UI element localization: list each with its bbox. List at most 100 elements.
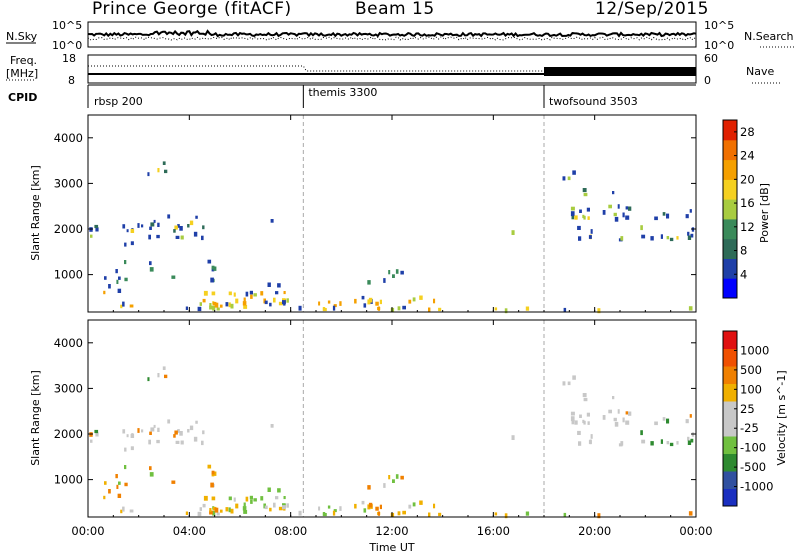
- power-cell: [395, 269, 399, 274]
- nsky-tick-hi: 10^5: [52, 19, 82, 32]
- power-cell: [654, 216, 658, 221]
- velocity-cell: [203, 495, 208, 501]
- power-cell: [587, 216, 590, 220]
- cpid-mode-2: themis 3300: [308, 86, 377, 99]
- power-cell: [612, 191, 615, 195]
- power-cell: [203, 290, 208, 296]
- velocity-cell: [216, 512, 220, 516]
- velocity-cell: [275, 496, 279, 500]
- power-cell: [687, 235, 692, 240]
- velocity-cell: [617, 409, 620, 414]
- velocity-cell: [332, 510, 336, 516]
- power-cell: [278, 301, 283, 306]
- x-tick-label: 00:00: [71, 524, 104, 538]
- cpid-label: CPID: [8, 91, 37, 104]
- velocity-cell: [322, 512, 326, 516]
- power-cell: [180, 235, 184, 240]
- velocity-cell: [567, 381, 571, 386]
- velocity-cell: [379, 504, 382, 510]
- power-cell: [167, 214, 171, 219]
- y-tick-label: 2000: [54, 427, 83, 441]
- power-cell: [124, 242, 127, 247]
- velocity-cell: [388, 475, 391, 480]
- velocity-cell: [267, 487, 271, 492]
- power-cell: [572, 170, 576, 175]
- power-cell: [428, 307, 431, 313]
- power-cell: [197, 306, 202, 312]
- power-cell: [171, 275, 176, 279]
- power-cell: [614, 216, 619, 222]
- velocity-cell: [94, 429, 99, 434]
- cpid-strip: CPID rbsp 200 themis 3300 twofsound 3503: [8, 84, 696, 108]
- power-cell: [397, 306, 401, 311]
- velocity-cell: [225, 507, 229, 512]
- velocity-cell: [570, 416, 575, 422]
- power-cell: [590, 229, 593, 234]
- power-cell: [118, 276, 121, 280]
- velocity-cell: [207, 464, 212, 469]
- power-cell: [228, 302, 231, 308]
- power-cell: [388, 270, 391, 275]
- velocity-cell: [625, 411, 629, 415]
- power-cell: [149, 267, 154, 272]
- power-cell: [378, 306, 380, 311]
- velocity-cell: [122, 429, 126, 434]
- velocity-cell: [392, 479, 395, 483]
- velocity-cell: [612, 396, 615, 400]
- velocity-cell: [588, 440, 592, 444]
- power-cell: [582, 188, 587, 193]
- velocity-cell: [228, 507, 231, 513]
- velocity-cell: [129, 509, 134, 513]
- velocity-cell: [171, 480, 176, 484]
- y-tick-label: 1000: [54, 268, 83, 282]
- power-cell: [228, 291, 232, 296]
- colorbar-frame: [722, 119, 738, 299]
- power-cell: [249, 290, 253, 295]
- nsearch-label: N.Search: [744, 30, 794, 43]
- velocity-y-axis: 1000 2000 3000 4000: [54, 336, 696, 487]
- power-cell: [688, 306, 693, 311]
- velocity-cell: [95, 432, 99, 437]
- velocity-cell: [104, 481, 107, 485]
- velocity-cell: [689, 414, 692, 418]
- velocity-cell: [363, 508, 367, 513]
- power-cell: [494, 307, 498, 311]
- colorbar-tick-label: 4: [740, 267, 747, 281]
- velocity-cell: [582, 393, 587, 398]
- velocity-cell: [687, 440, 692, 445]
- colorbar-tick-label: -500: [740, 460, 766, 474]
- power-y-axis: 1000 2000 3000 4000: [54, 131, 696, 282]
- power-scatter: [89, 161, 695, 314]
- velocity-cell: [574, 420, 578, 425]
- velocity-cell: [197, 511, 202, 517]
- velocity-cell: [628, 411, 632, 416]
- velocity-cell: [368, 502, 373, 508]
- power-cell: [400, 270, 404, 275]
- power-cell: [641, 234, 646, 239]
- colorbar-tick-label: 100: [740, 382, 762, 396]
- velocity-cell: [277, 488, 281, 493]
- nave-dense-block: [544, 67, 696, 76]
- colorbar-swatch: [723, 471, 737, 489]
- power-cell: [666, 236, 670, 240]
- velocity-cell: [124, 482, 128, 487]
- power-cell: [640, 225, 643, 231]
- power-cell: [230, 303, 234, 309]
- colorbar-tick-label: 24: [740, 149, 755, 163]
- power-cell: [433, 298, 436, 304]
- nave-label: Nave: [746, 65, 774, 78]
- velocity-cell: [270, 424, 274, 428]
- power-cell: [124, 260, 127, 265]
- power-cell: [318, 301, 321, 306]
- power-cell: [660, 234, 663, 239]
- velocity-cell: [103, 495, 106, 500]
- freq-label-1: Freq.: [10, 54, 37, 67]
- power-cell: [617, 204, 620, 209]
- velocity-cell: [162, 366, 166, 370]
- power-cell: [412, 297, 416, 302]
- velocity-cell: [175, 440, 180, 444]
- velocity-cell: [563, 512, 567, 518]
- velocity-cell: [187, 429, 190, 433]
- velocity-cell: [122, 506, 125, 512]
- nsky-trace: [87, 29, 697, 38]
